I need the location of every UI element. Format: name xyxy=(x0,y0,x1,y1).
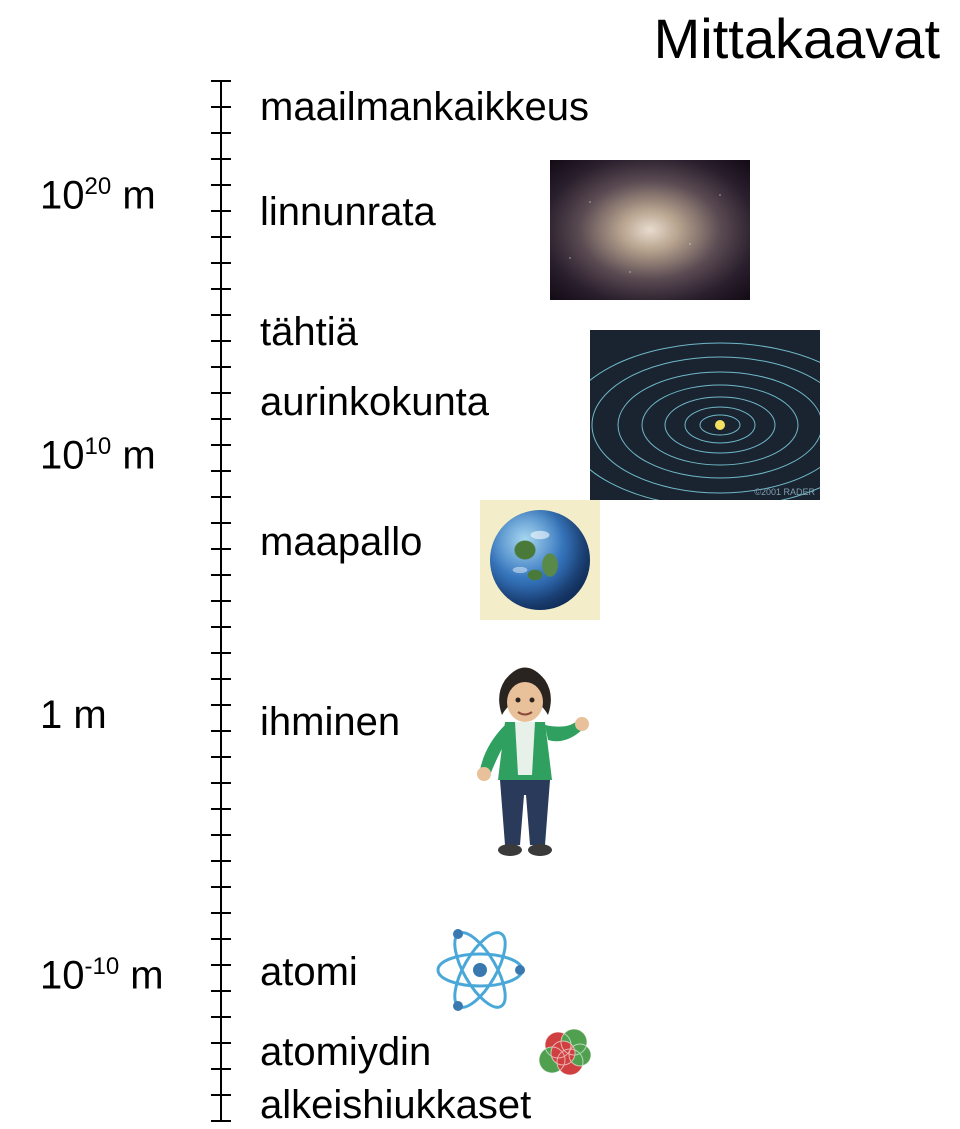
axis-tick xyxy=(211,652,231,654)
axis-tick xyxy=(211,340,231,342)
axis-tick xyxy=(211,574,231,576)
item-label: maapallo xyxy=(260,520,422,565)
axis-tick xyxy=(211,1016,231,1018)
axis-tick xyxy=(211,80,231,82)
axis-tick xyxy=(211,912,231,914)
axis-tick xyxy=(211,730,231,732)
item-label: linnunrata xyxy=(260,190,436,235)
axis-tick xyxy=(211,626,231,628)
axis-tick xyxy=(211,444,231,446)
axis-tick xyxy=(211,938,231,940)
atom-image xyxy=(430,920,530,1020)
axis-tick xyxy=(211,106,231,108)
axis-tick xyxy=(211,1094,231,1096)
axis-tick xyxy=(211,808,231,810)
axis-tick xyxy=(211,392,231,394)
axis-tick xyxy=(211,1068,231,1070)
nucleus-image xyxy=(530,1020,600,1090)
axis-tick xyxy=(211,522,231,524)
axis-tick xyxy=(211,210,231,212)
axis-tick xyxy=(211,314,231,316)
item-label: maailmankaikkeus xyxy=(260,85,589,130)
scale-label: 1010 m xyxy=(40,433,156,478)
axis-tick xyxy=(211,366,231,368)
scale-label: 1 m xyxy=(40,693,107,738)
axis-tick xyxy=(211,262,231,264)
item-label: atomi xyxy=(260,950,358,995)
axis-tick xyxy=(211,886,231,888)
earth-image xyxy=(480,500,600,620)
page-title: Mittakaavat xyxy=(654,6,940,71)
axis-tick xyxy=(211,418,231,420)
axis-tick xyxy=(211,860,231,862)
axis-tick xyxy=(211,600,231,602)
axis-tick xyxy=(211,704,231,706)
scale-label: 10-10 m xyxy=(40,953,164,998)
axis-tick xyxy=(211,184,231,186)
scale-label: 1020 m xyxy=(40,173,156,218)
axis-tick xyxy=(211,834,231,836)
axis-tick xyxy=(211,782,231,784)
axis-tick xyxy=(211,678,231,680)
axis-tick xyxy=(211,236,231,238)
axis-tick xyxy=(211,964,231,966)
axis-tick xyxy=(211,990,231,992)
axis-tick xyxy=(211,548,231,550)
item-label: alkeishiukkaset xyxy=(260,1083,531,1128)
item-label: ihminen xyxy=(260,700,400,745)
axis-tick xyxy=(211,288,231,290)
axis-tick xyxy=(211,158,231,160)
axis-tick xyxy=(211,496,231,498)
item-label: atomiydin xyxy=(260,1030,431,1075)
galaxy-image xyxy=(550,160,750,300)
item-label: aurinkokunta xyxy=(260,380,489,425)
axis-tick xyxy=(211,756,231,758)
solar-system-image: ©2001 RADER xyxy=(590,330,820,500)
human-image xyxy=(460,660,590,860)
axis-tick xyxy=(211,1120,231,1122)
axis-tick xyxy=(211,132,231,134)
scale-axis xyxy=(220,80,222,1120)
axis-tick xyxy=(211,1042,231,1044)
solar-credit: ©2001 RADER xyxy=(754,487,815,497)
item-label: tähtiä xyxy=(260,310,358,355)
axis-tick xyxy=(211,470,231,472)
